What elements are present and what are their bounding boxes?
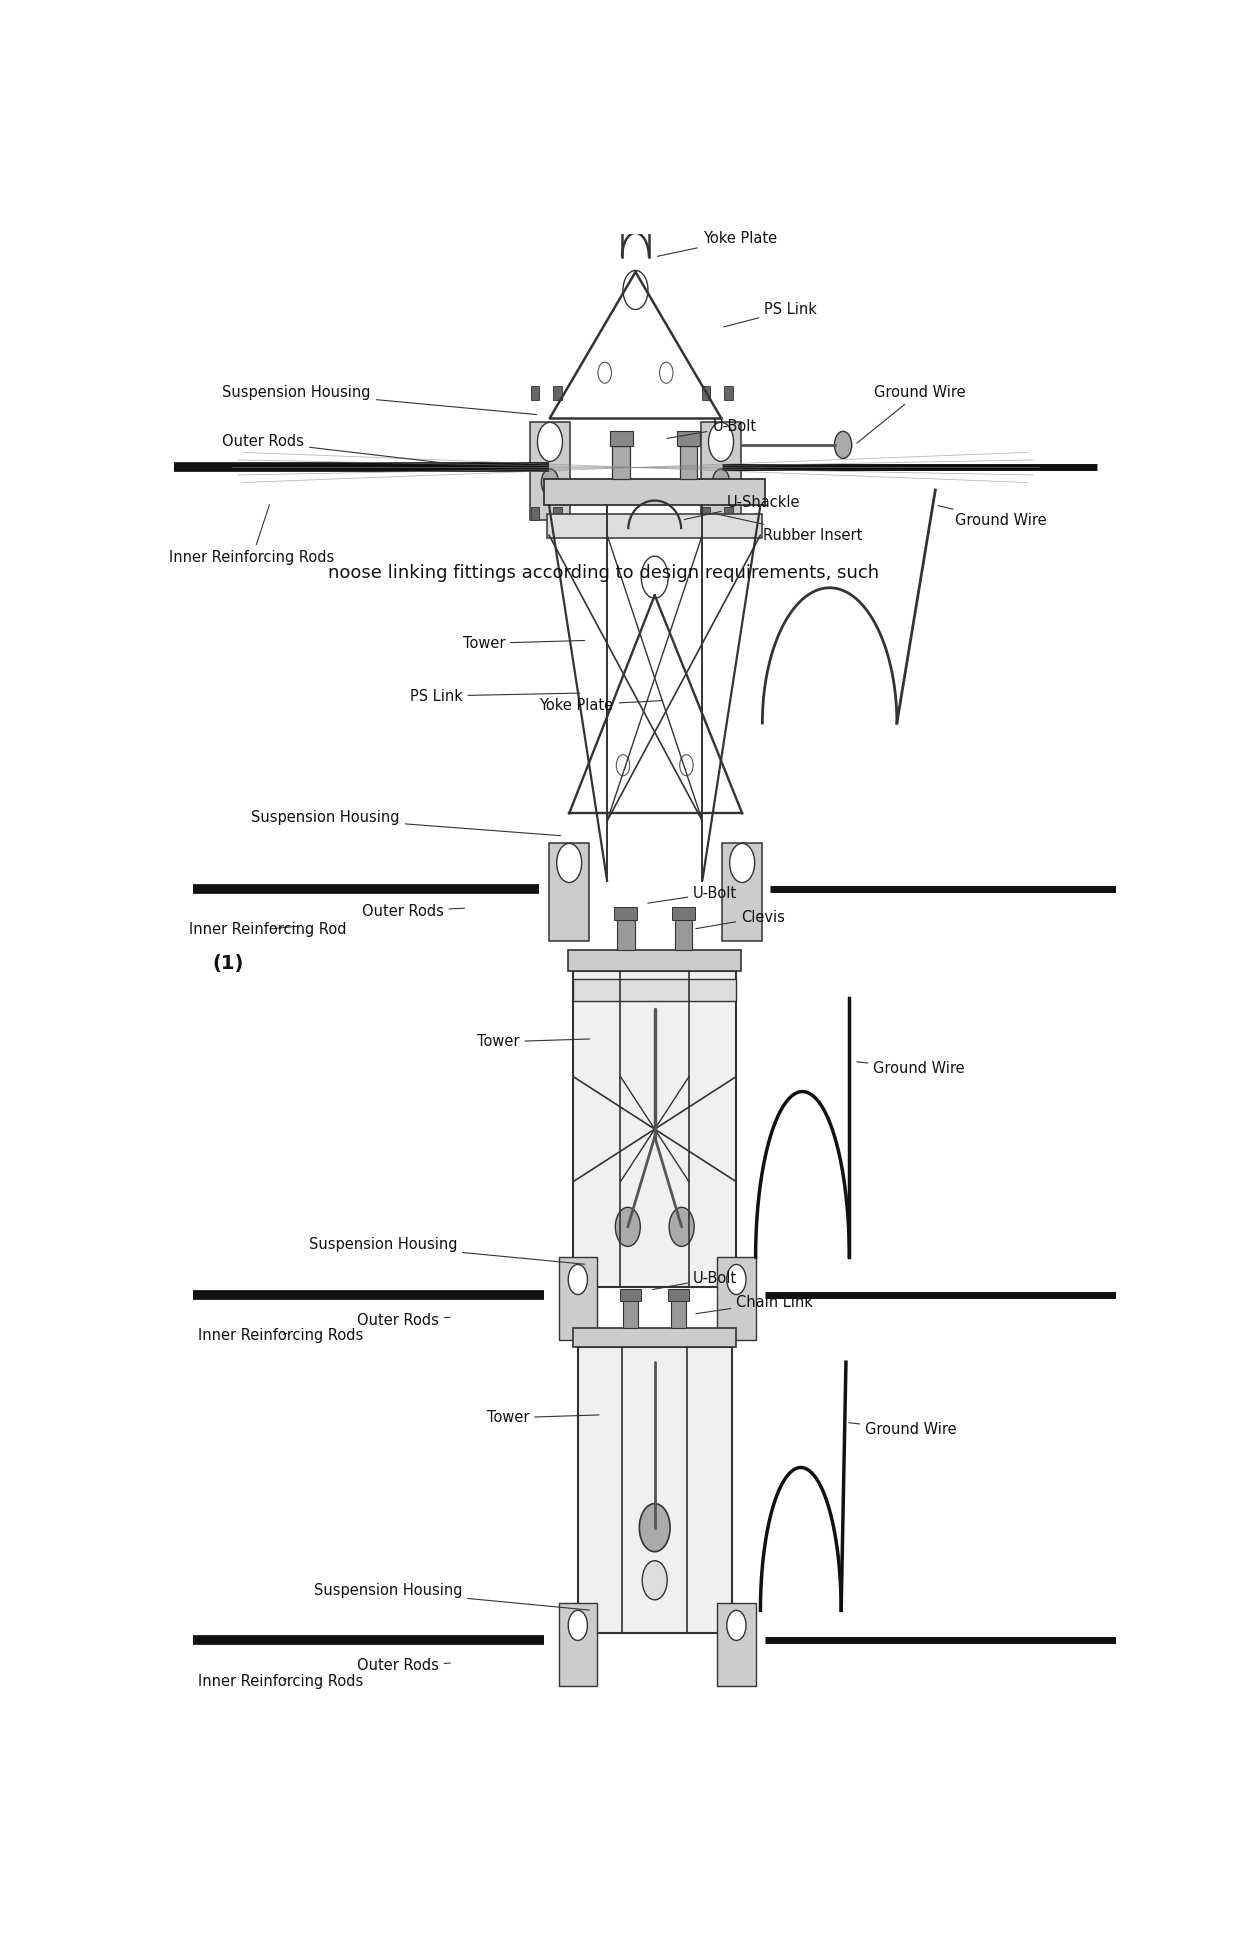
Circle shape: [713, 469, 729, 496]
Text: Inner Reinforcing Rods: Inner Reinforcing Rods: [198, 1674, 363, 1689]
Bar: [544, 480, 765, 506]
Bar: [618, 920, 635, 951]
Circle shape: [727, 1611, 746, 1641]
Text: Yoke Plate: Yoke Plate: [539, 697, 662, 713]
Text: noose linking fittings according to design requirements, such: noose linking fittings according to desi…: [327, 564, 879, 582]
Circle shape: [616, 754, 630, 775]
Bar: [531, 506, 539, 519]
Text: U-Shackle: U-Shackle: [684, 494, 800, 519]
Text: Chain Link: Chain Link: [696, 1295, 813, 1314]
Bar: [573, 978, 737, 1002]
Circle shape: [557, 844, 582, 883]
Bar: [722, 844, 763, 941]
Circle shape: [727, 1264, 746, 1295]
Text: PS Link: PS Link: [724, 303, 817, 326]
Circle shape: [729, 844, 755, 883]
Text: Suspension Housing: Suspension Housing: [309, 1238, 585, 1264]
Text: Suspension Housing: Suspension Housing: [314, 1584, 589, 1609]
Circle shape: [835, 432, 852, 459]
Bar: [622, 1301, 639, 1328]
Bar: [672, 906, 696, 920]
Text: Ground Wire: Ground Wire: [857, 1062, 965, 1076]
Bar: [614, 906, 637, 920]
Text: Ground Wire: Ground Wire: [857, 385, 966, 443]
Bar: [531, 387, 539, 400]
Text: Rubber Insert: Rubber Insert: [713, 514, 863, 543]
Bar: [568, 951, 742, 971]
Bar: [702, 506, 711, 519]
Circle shape: [615, 1207, 640, 1246]
Circle shape: [598, 361, 611, 383]
Circle shape: [708, 422, 734, 461]
Bar: [724, 506, 733, 519]
Bar: [620, 1289, 641, 1301]
Text: Outer Rods: Outer Rods: [362, 904, 465, 918]
Bar: [724, 387, 733, 400]
Circle shape: [542, 469, 558, 496]
Bar: [610, 432, 632, 447]
Bar: [547, 514, 763, 539]
Bar: [677, 432, 699, 447]
Bar: [702, 387, 711, 400]
Bar: [701, 422, 742, 519]
Circle shape: [622, 270, 649, 311]
Bar: [578, 1348, 732, 1633]
Bar: [553, 387, 562, 400]
Bar: [559, 1258, 598, 1340]
Bar: [553, 506, 562, 519]
Text: Outer Rods: Outer Rods: [357, 1658, 450, 1674]
Bar: [613, 447, 630, 480]
Bar: [549, 844, 589, 941]
Text: Inner Reinforcing Rods: Inner Reinforcing Rods: [198, 1328, 363, 1342]
Text: Suspension Housing: Suspension Housing: [250, 810, 560, 836]
Text: Tower: Tower: [486, 1410, 599, 1426]
Bar: [671, 1301, 687, 1328]
Text: (1): (1): [213, 955, 244, 973]
Text: Clevis: Clevis: [696, 910, 785, 928]
Bar: [668, 1289, 689, 1301]
Circle shape: [660, 361, 673, 383]
Text: Tower: Tower: [477, 1035, 589, 1049]
Circle shape: [641, 557, 668, 598]
Text: Outer Rods: Outer Rods: [222, 434, 440, 463]
Text: U-Bolt: U-Bolt: [667, 420, 756, 437]
Bar: [680, 447, 697, 480]
Bar: [675, 920, 692, 951]
Circle shape: [640, 1504, 670, 1553]
Text: Inner Reinforcing Rod: Inner Reinforcing Rod: [188, 922, 346, 937]
Circle shape: [642, 1560, 667, 1600]
Text: U-Bolt: U-Bolt: [647, 885, 738, 902]
Bar: [616, 199, 655, 221]
Text: U-Bolt: U-Bolt: [652, 1271, 738, 1289]
Text: Suspension Housing: Suspension Housing: [222, 385, 537, 414]
Circle shape: [680, 754, 693, 775]
Circle shape: [670, 1207, 694, 1246]
Text: PS Link: PS Link: [409, 689, 580, 703]
Text: Tower: Tower: [463, 637, 585, 650]
Text: Ground Wire: Ground Wire: [848, 1422, 957, 1437]
Circle shape: [568, 1611, 588, 1641]
Bar: [717, 1258, 755, 1340]
Bar: [529, 422, 570, 519]
Bar: [573, 971, 737, 1287]
Bar: [573, 1328, 737, 1348]
Bar: [559, 1603, 598, 1685]
Text: Inner Reinforcing Rods: Inner Reinforcing Rods: [170, 504, 335, 564]
Bar: [717, 1603, 755, 1685]
Text: Outer Rods: Outer Rods: [357, 1312, 450, 1328]
Circle shape: [537, 422, 563, 461]
Text: Yoke Plate: Yoke Plate: [657, 230, 777, 256]
Text: Ground Wire: Ground Wire: [937, 506, 1047, 527]
Circle shape: [568, 1264, 588, 1295]
